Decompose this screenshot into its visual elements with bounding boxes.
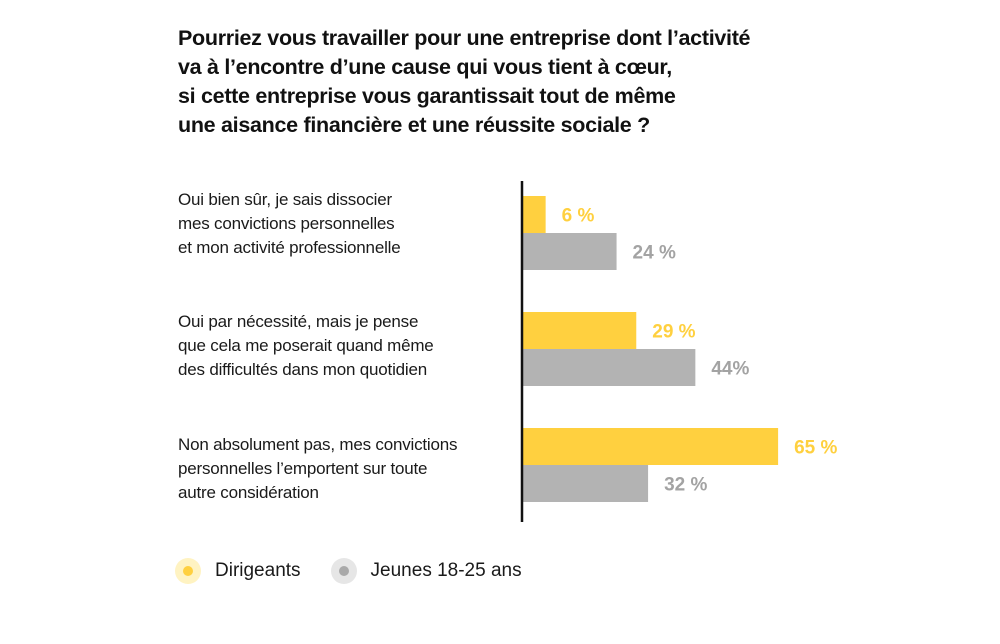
chart-title: Pourriez vous travailler pour une entrep…: [178, 24, 818, 140]
legend: Dirigeants Jeunes 18-25 ans: [175, 556, 552, 586]
chart-title-line: Pourriez vous travailler pour une entrep…: [178, 26, 751, 50]
category-label-line: mes convictions personnelles: [178, 214, 395, 233]
bar-dirigeants-2: [522, 312, 637, 349]
legend-dot-icon: [330, 558, 357, 584]
bar-dirigeants-1: [522, 196, 546, 233]
category-label-line: et mon activité professionnelle: [178, 238, 401, 257]
bar-jeunes-2: [522, 349, 696, 386]
category-label-line: Non absolument pas, mes convictions: [178, 435, 458, 454]
legend-item-jeunes: Jeunes 18-25 ans: [330, 558, 522, 584]
category-label-line: Oui par nécessité, mais je pense: [178, 312, 419, 331]
bar-jeunes-1: [522, 233, 617, 270]
bar-dirigeants-3: [522, 428, 779, 465]
category-label-line: personnelles l’emportent sur toute: [178, 459, 428, 478]
chart-title-line: une aisance financière et une réussite s…: [178, 113, 650, 137]
category-label-line: autre considération: [178, 483, 319, 502]
data-label: 65 %: [794, 438, 837, 459]
category-label-line: des difficultés dans mon quotidien: [178, 360, 427, 379]
category-label-line: que cela me poserait quand même: [178, 336, 434, 355]
category-label-3: Non absolument pas, mes convictions pers…: [178, 433, 508, 505]
data-label: 44%: [711, 359, 749, 380]
data-label: 32 %: [664, 475, 707, 496]
legend-label: Jeunes 18-25 ans: [370, 560, 522, 581]
legend-label: Dirigeants: [215, 560, 301, 581]
legend-item-dirigeants: Dirigeants: [175, 558, 301, 584]
data-label: 6 %: [562, 206, 595, 227]
bar-jeunes-3: [522, 465, 649, 502]
chart-title-line: si cette entreprise vous garantissait to…: [178, 84, 676, 108]
data-label: 29 %: [652, 322, 695, 343]
data-label: 24 %: [633, 243, 676, 264]
category-label-1: Oui bien sûr, je sais dissocier mes conv…: [178, 188, 508, 260]
chart-title-line: va à l’encontre d’une cause qui vous tie…: [178, 55, 672, 79]
category-label-line: Oui bien sûr, je sais dissocier: [178, 190, 392, 209]
legend-dot-icon: [175, 558, 201, 584]
category-label-2: Oui par nécessité, mais je pense que cel…: [178, 310, 508, 382]
